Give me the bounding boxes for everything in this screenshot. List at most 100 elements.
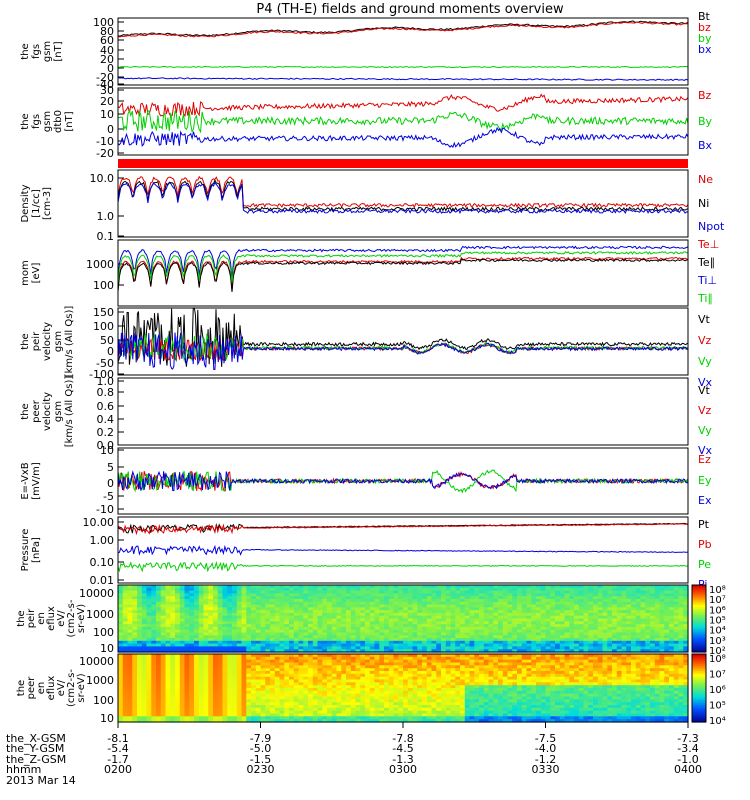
spectrogram-cell <box>550 604 556 608</box>
spectrogram-cell <box>612 626 618 631</box>
spectrogram-cell <box>431 665 437 669</box>
spectrogram-cell <box>322 679 328 683</box>
spectrogram-cell <box>436 716 442 720</box>
spectrogram-cell <box>246 646 252 650</box>
spectrogram-cell <box>279 593 285 597</box>
spectrogram-cell <box>346 673 352 678</box>
spectrogram-cell <box>255 585 262 589</box>
spectrogram-cell <box>189 668 195 672</box>
spectrogram-cell <box>246 607 252 611</box>
spectrogram-cell <box>350 610 357 614</box>
spectrogram-cell <box>284 679 290 683</box>
spectrogram-cell <box>521 587 528 592</box>
spectrogram-cell <box>151 587 157 592</box>
spectrogram-cell <box>455 607 461 611</box>
spectrogram-cell <box>635 596 642 600</box>
spectrogram-cell <box>203 646 209 650</box>
spectrogram-cell <box>279 682 285 686</box>
ylabel-line: the <box>20 333 31 349</box>
spectrogram-cell <box>312 593 319 597</box>
spectrogram-cell <box>246 593 252 597</box>
spectrogram-cell <box>450 705 456 709</box>
spectrogram-cell <box>336 599 342 603</box>
spectrogram-cell <box>274 638 281 642</box>
spectrogram-cell <box>317 629 323 634</box>
spectrogram-cell <box>137 719 143 723</box>
spectrogram-cell <box>445 626 452 631</box>
spectrogram-cell <box>393 699 399 703</box>
spectrogram-cell <box>616 587 623 592</box>
spectrogram-cell <box>650 587 656 592</box>
spectrogram-cell <box>531 626 537 631</box>
spectrogram-cell <box>327 618 333 622</box>
spectrogram-cell <box>156 690 162 695</box>
spectrogram-cell <box>265 638 271 642</box>
spectrogram-cell <box>464 587 471 592</box>
spectrogram-cell <box>360 593 366 597</box>
spectrogram-cell <box>241 649 247 653</box>
spectrogram-cell <box>403 699 409 703</box>
spectrogram-cell <box>450 707 456 712</box>
spectrogram-cell <box>607 607 613 611</box>
spectrogram-cell <box>426 587 433 592</box>
spectrogram-cell <box>498 590 504 594</box>
spectrogram-cell <box>279 629 285 634</box>
spectrogram-cell <box>673 632 680 636</box>
spectrogram-cell <box>422 656 428 661</box>
spectrogram-cell <box>616 596 623 600</box>
spectrogram-cell <box>384 599 390 603</box>
spectrogram-cell <box>236 615 243 620</box>
spectrogram-cell <box>355 629 361 634</box>
spectrogram-cell <box>241 643 247 647</box>
spectrogram-cell <box>673 635 680 639</box>
spectrogram-cell <box>293 688 300 692</box>
spectrogram-cell <box>160 643 167 647</box>
spectrogram-cell <box>531 612 537 617</box>
spectrogram-cell <box>213 629 219 634</box>
spectrogram-cell <box>621 632 627 636</box>
spectrogram-cell <box>251 635 257 639</box>
spectrogram-cell <box>407 601 414 606</box>
spectrogram-cell <box>474 662 480 666</box>
spectrogram-cell <box>555 593 561 597</box>
spectrogram-cell <box>426 590 433 594</box>
spectrogram-cell <box>379 707 385 712</box>
spectrogram-cell <box>331 716 338 720</box>
spectrogram-cell <box>160 662 167 666</box>
spectrogram-cell <box>369 673 376 678</box>
colorbar-cell <box>692 626 706 630</box>
spectrogram-cell <box>189 656 195 661</box>
spectrogram-cell <box>194 646 200 650</box>
spectrogram-cell <box>208 643 214 647</box>
spectrogram-cell <box>341 693 347 698</box>
ytick-label: 1000 <box>86 258 114 271</box>
spectrogram-cell <box>336 668 342 672</box>
spectrogram-cell <box>265 688 271 692</box>
spectrogram-cell <box>488 590 494 594</box>
spectrogram-cell <box>170 673 176 678</box>
spectrogram-cell <box>217 612 224 617</box>
spectrogram-cell <box>293 632 300 636</box>
spectrogram-cell <box>274 665 281 669</box>
spectrogram-cell <box>217 593 224 597</box>
spectrogram-cell <box>616 632 623 636</box>
spectrogram-cell <box>626 618 632 622</box>
spectrogram-cell <box>156 693 162 698</box>
spectrogram-cell <box>445 596 452 600</box>
spectrogram-cell <box>417 624 423 628</box>
spectrogram-cell <box>175 649 181 653</box>
spectrogram-cell <box>346 612 352 617</box>
spectrogram-cell <box>365 635 371 639</box>
spectrogram-cell <box>593 601 599 606</box>
spectrogram-cell <box>146 632 152 636</box>
spectrogram-cell <box>360 679 366 683</box>
spectrogram-cell <box>331 696 338 700</box>
spectrogram-cell <box>654 629 661 634</box>
spectrogram-cell <box>678 629 684 634</box>
spectrogram-cell <box>293 618 300 622</box>
spectrogram-cell <box>222 688 228 692</box>
colorbar-cell <box>692 621 706 625</box>
spectrogram-cell <box>241 710 247 715</box>
spectrogram-cell <box>407 659 414 664</box>
spectrogram-cell <box>132 654 138 658</box>
